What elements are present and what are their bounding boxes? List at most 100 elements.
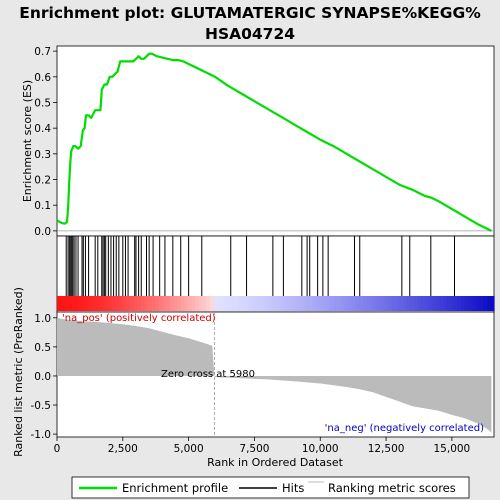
- heat-cell: [97, 296, 102, 311]
- heat-cell: [373, 296, 379, 311]
- ranking-metric-series: [57, 312, 492, 437]
- legend-metric-label: Ranking metric scores: [328, 481, 456, 495]
- es-plot-area: [56, 45, 495, 237]
- heat-cell: [326, 296, 331, 311]
- heat-cell: [82, 296, 87, 311]
- heat-cell: [304, 296, 309, 311]
- heat-cell: [75, 296, 80, 311]
- heat-cell: [337, 296, 342, 311]
- heat-cell: [118, 296, 124, 311]
- heat-cell: [413, 296, 419, 311]
- heat-cell: [286, 296, 291, 311]
- chart-title-line2: HSA04724: [205, 25, 295, 43]
- heat-cell: [428, 296, 433, 311]
- heat-cell: [366, 296, 371, 311]
- x-tick-label: 12,500: [368, 443, 405, 455]
- metric-y-tick-label: 1.0: [34, 313, 51, 325]
- heat-cell: [355, 296, 360, 311]
- heat-cell: [217, 296, 222, 311]
- heat-cell: [260, 296, 266, 311]
- heat-cell: [202, 296, 207, 311]
- heat-cell: [148, 296, 153, 311]
- enrichment-profile-line: [56, 52, 492, 232]
- heat-cell: [166, 296, 171, 311]
- heat-cell: [257, 296, 262, 311]
- heat-cell: [490, 296, 495, 311]
- heat-cell: [162, 296, 167, 311]
- heat-cell: [370, 296, 375, 311]
- heat-cell: [199, 296, 204, 311]
- heat-cell: [384, 296, 389, 311]
- heat-cell: [246, 296, 251, 311]
- zero-cross-label: Zero cross at 5980: [161, 369, 255, 380]
- heat-cell: [330, 296, 335, 311]
- metric-y-axis-label: Ranked list metric (PreRanked): [12, 287, 25, 457]
- heat-cell: [424, 296, 430, 311]
- heat-cell: [100, 296, 105, 311]
- heat-cell: [443, 296, 448, 311]
- heat-cell: [417, 296, 422, 311]
- heat-cell: [57, 296, 62, 311]
- heat-cell: [129, 296, 135, 311]
- heat-cell: [137, 296, 142, 311]
- heat-cell: [239, 296, 244, 311]
- x-tick-label: 2,500: [108, 443, 138, 455]
- positive-correlation-label: 'na_pos' (positively correlated): [62, 313, 216, 324]
- heat-cell: [446, 296, 451, 311]
- heat-cell: [224, 296, 229, 311]
- heat-cell: [322, 296, 328, 311]
- heat-cell: [479, 296, 484, 311]
- x-tick-label: 0: [54, 443, 61, 455]
- heat-cell: [282, 296, 288, 311]
- heat-cell: [319, 296, 324, 311]
- es-y-axis: 0.0 0.1 0.2 0.3 0.4 0.5 0.6 0.7: [34, 46, 57, 238]
- heat-cell: [359, 296, 364, 311]
- x-tick-label: 5,000: [174, 443, 204, 455]
- es-y-tick-label: 0.7: [34, 46, 51, 58]
- heat-cell: [344, 296, 349, 311]
- es-y-tick-label: 0.2: [34, 175, 51, 187]
- heat-cell: [86, 296, 91, 311]
- metric-y-tick-label: -0.5: [31, 400, 52, 412]
- heat-cell: [392, 296, 397, 311]
- heat-cell: [290, 296, 295, 311]
- heat-cell: [64, 296, 69, 311]
- metric-y-tick-label: -1.0: [31, 429, 52, 441]
- heat-cell: [457, 296, 462, 311]
- heat-cell: [188, 296, 193, 311]
- heat-cell: [362, 296, 368, 311]
- heat-cell: [351, 296, 357, 311]
- heat-cell: [279, 296, 284, 311]
- heat-cell: [395, 296, 400, 311]
- metric-y-tick-label: 0.5: [34, 342, 51, 354]
- heat-cell: [209, 296, 215, 311]
- heat-cell: [93, 296, 98, 311]
- heat-cell: [173, 296, 178, 311]
- heat-cell: [158, 296, 164, 311]
- x-tick-label: 10,000: [302, 443, 339, 455]
- heat-cell: [348, 296, 353, 311]
- legend-hits-label: Hits: [282, 481, 304, 495]
- heat-cell: [177, 296, 182, 311]
- es-y-tick-label: 0.6: [34, 72, 51, 84]
- heat-cell: [71, 296, 76, 311]
- heat-cell: [486, 296, 491, 311]
- hit-markers: [65, 236, 456, 296]
- heat-cell: [155, 296, 160, 311]
- heat-cell: [220, 296, 226, 311]
- heat-cell: [333, 296, 339, 311]
- heat-cell: [126, 296, 131, 311]
- heat-cell: [206, 296, 211, 311]
- heat-cell: [453, 296, 459, 311]
- heat-cell: [228, 296, 233, 311]
- heat-cell: [297, 296, 302, 311]
- heat-cell: [464, 296, 470, 311]
- negative-correlation-label: 'na_neg' (negatively correlated): [325, 423, 484, 434]
- heat-cell: [122, 296, 127, 311]
- heat-cell: [268, 296, 273, 311]
- heat-cell: [461, 296, 466, 311]
- es-y-tick-label: 0.0: [34, 226, 51, 238]
- heat-cell: [421, 296, 426, 311]
- es-y-axis-label: Enrichment score (ES): [21, 80, 34, 202]
- heat-cell: [468, 296, 473, 311]
